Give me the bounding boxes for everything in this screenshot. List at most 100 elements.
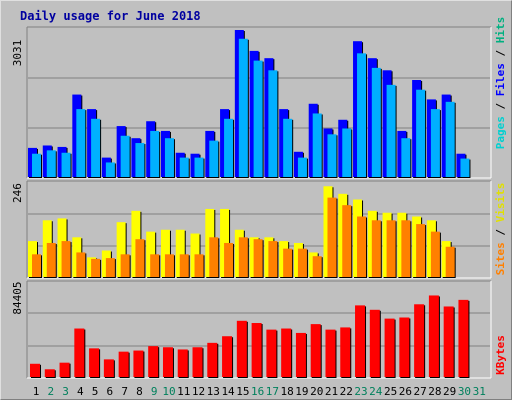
top-bar-files — [91, 118, 101, 177]
x-label-day: 16 — [251, 385, 264, 398]
bottom-bar-kbytes — [148, 346, 159, 377]
bottom-bar-kbytes — [295, 332, 306, 377]
middle-bar-sites — [430, 231, 440, 277]
middle-bar-sites — [32, 254, 41, 277]
middle-bar-sites — [357, 216, 367, 277]
middle-bar-sites — [445, 246, 455, 277]
bottom-bar-kbytes — [443, 306, 454, 377]
middle-bar-sites — [224, 242, 234, 277]
bottom-bar-kbytes — [133, 350, 144, 377]
top-bar-files — [224, 118, 234, 177]
top-bar-files — [105, 162, 115, 177]
middle-bar-sites — [179, 254, 189, 277]
top-bar-files — [445, 101, 455, 177]
top-bar-files — [460, 158, 470, 177]
middle-bar-sites — [209, 237, 219, 277]
top-bar-files — [268, 70, 278, 177]
x-label-day: 3 — [62, 385, 69, 398]
bottom-bar-kbytes — [74, 328, 85, 377]
top-bar-files — [32, 153, 41, 177]
top-bar-files — [238, 38, 248, 177]
legend-sites: Sites — [494, 242, 507, 275]
bottom-bar-kbytes — [89, 348, 100, 377]
bars-group — [28, 30, 471, 378]
x-label-day: 10 — [162, 385, 175, 398]
top-bar-files — [194, 157, 204, 177]
legend-pages: Pages — [494, 116, 507, 149]
middle-bar-sites — [194, 254, 204, 277]
x-label-day: 23 — [354, 385, 367, 398]
x-label-day: 11 — [177, 385, 190, 398]
top-bar-files — [164, 138, 174, 177]
top-bar-files — [46, 150, 56, 177]
bottom-bar-kbytes — [340, 327, 351, 377]
bottom-bar-kbytes — [44, 369, 55, 377]
middle-bar-sites — [312, 256, 322, 277]
middle-bar-sites — [401, 220, 411, 277]
top-bar-files — [401, 138, 411, 177]
bottom-bar-kbytes — [399, 317, 410, 377]
middle-bar-sites — [61, 241, 71, 277]
top-bar-files — [135, 143, 145, 177]
legend-bottom: KBytes — [494, 335, 507, 375]
legend-hits: Hits — [494, 17, 507, 44]
bottom-bar-kbytes — [103, 359, 114, 377]
bottom-bar-kbytes — [59, 362, 70, 377]
bottom-bar-kbytes — [428, 295, 439, 377]
top-bar-files — [209, 140, 219, 177]
bottom-max-label: 84405 — [11, 281, 24, 314]
middle-bar-sites — [268, 241, 278, 277]
middle-bar-sites — [342, 205, 352, 277]
x-label-day: 13 — [207, 385, 220, 398]
x-label-day: 9 — [151, 385, 158, 398]
top-bar-files — [179, 157, 189, 177]
x-label-day: 4 — [77, 385, 84, 398]
bottom-bar-kbytes — [281, 328, 292, 377]
top-bar-files — [430, 109, 440, 177]
x-label-day: 25 — [384, 385, 397, 398]
x-label-day: 20 — [310, 385, 323, 398]
top-bar-files — [357, 53, 367, 178]
middle-bar-sites — [386, 220, 396, 277]
middle-bar-sites — [297, 248, 307, 277]
x-label-day: 15 — [236, 385, 249, 398]
legend-visits: Visits — [494, 183, 507, 223]
x-label-day: 29 — [443, 385, 456, 398]
x-label-day: 12 — [192, 385, 205, 398]
bottom-bar-kbytes — [162, 347, 173, 377]
middle-bar-sites — [164, 254, 174, 277]
bottom-bar-kbytes — [192, 347, 203, 377]
bottom-bar-kbytes — [458, 299, 469, 377]
bottom-bar-kbytes — [266, 329, 277, 377]
x-label-day: 2 — [47, 385, 54, 398]
top-bar-files — [76, 109, 86, 177]
middle-bar-sites — [150, 254, 160, 277]
middle-bar-sites — [120, 254, 130, 277]
bottom-bar-kbytes — [30, 363, 40, 377]
middle-bar-visits — [160, 229, 170, 277]
legend-top-text: Pages / Files / Hits — [494, 17, 507, 150]
middle-bar-sites — [105, 258, 115, 277]
top-bar-files — [297, 157, 307, 177]
top-bar-files — [150, 130, 160, 177]
x-label-day: 22 — [340, 385, 353, 398]
x-label-day: 21 — [325, 385, 338, 398]
x-label-day: 17 — [266, 385, 279, 398]
bottom-bar-kbytes — [177, 349, 188, 377]
x-label-day: 1 — [33, 385, 40, 398]
x-label-day: 8 — [136, 385, 143, 398]
bottom-bar-kbytes — [207, 342, 218, 377]
middle-bar-visits — [116, 222, 126, 277]
bottom-bar-kbytes — [236, 320, 247, 377]
middle-bar-sites — [283, 248, 293, 277]
bottom-bar-kbytes — [251, 323, 262, 377]
middle-bar-sites — [238, 237, 248, 277]
top-bar-files — [416, 89, 426, 177]
top-bar-files — [253, 60, 263, 178]
middle-bar-sites — [416, 224, 426, 277]
legend-separator: / — [494, 96, 507, 116]
top-bar-files — [283, 118, 293, 177]
x-label-day: 14 — [221, 385, 235, 398]
chart-title: Daily usage for June 2018 — [20, 9, 201, 23]
middle-bar-sites — [46, 242, 56, 277]
